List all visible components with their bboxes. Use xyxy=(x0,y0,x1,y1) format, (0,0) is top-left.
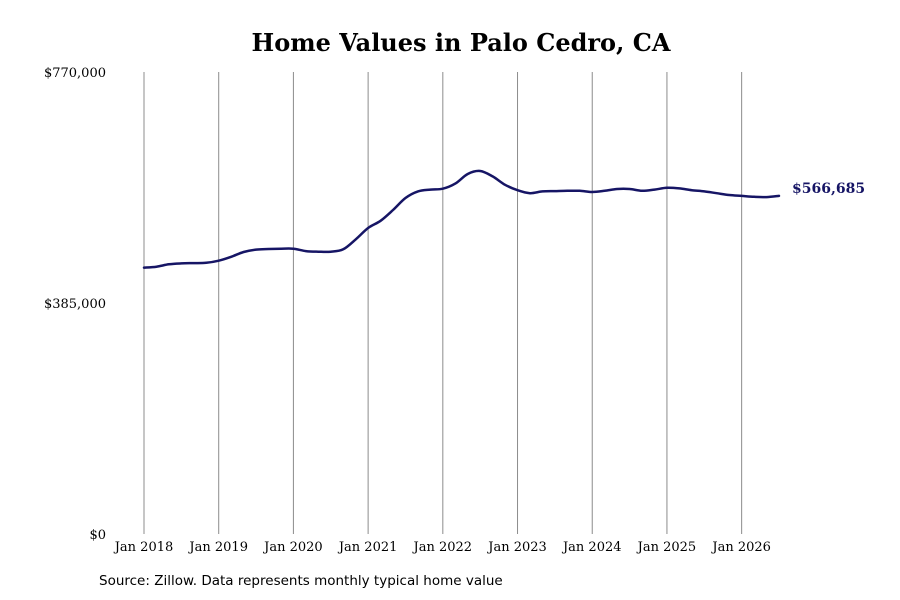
x-axis-tick-labels: Jan 2018 Jan 2019 Jan 2020 Jan 2021 Jan 2022… xyxy=(113,540,771,555)
series-layer xyxy=(142,169,781,269)
x-tick-label: Jan 2018 xyxy=(113,540,174,555)
x-tick-label: Jan 2022 xyxy=(412,540,473,555)
home-value-series-line xyxy=(142,169,781,269)
data-label-layer: $566,685 xyxy=(792,181,865,197)
y-tick-label: $385,000 xyxy=(44,297,106,312)
x-tick-label: Jan 2026 xyxy=(710,540,771,555)
source-note: Source: Zillow. Data represents monthly … xyxy=(99,573,503,589)
y-axis-tick-labels: $0 $385,000 $770,000 xyxy=(44,66,106,543)
x-tick-label: Jan 2021 xyxy=(337,540,398,555)
chart-title: Home Values in Palo Cedro, CA xyxy=(251,28,671,57)
x-tick-label: Jan 2023 xyxy=(486,540,547,555)
x-tick-label: Jan 2019 xyxy=(187,540,248,555)
x-tick-label: Jan 2025 xyxy=(636,540,697,555)
y-tick-label: $0 xyxy=(89,528,106,543)
x-tick-label: Jan 2020 xyxy=(262,540,323,555)
gridlines xyxy=(143,72,743,534)
end-value-label: $566,685 xyxy=(792,181,865,197)
y-tick-label: $770,000 xyxy=(44,66,106,81)
x-tick-label: Jan 2024 xyxy=(561,540,622,555)
